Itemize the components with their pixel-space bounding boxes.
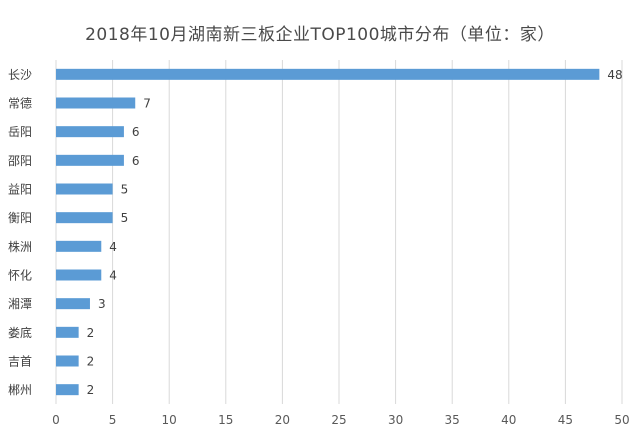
- category-label: 郴州: [8, 383, 32, 397]
- bar: [56, 240, 102, 252]
- data-label: 2: [87, 326, 95, 340]
- x-tick-labels: 0 5 10 15 20 25 30 35 40 45 50: [52, 413, 629, 427]
- x-tick-label: 10: [162, 413, 177, 427]
- data-label: 5: [121, 183, 129, 197]
- data-label: 2: [87, 383, 95, 397]
- category-label: 邵阳: [8, 154, 32, 168]
- bar: [56, 183, 113, 195]
- chart-title: 2018年10月湖南新三板企业TOP100城市分布（单位：家）: [85, 25, 555, 45]
- data-label: 5: [121, 211, 129, 225]
- x-tick-label: 5: [109, 413, 117, 427]
- data-label: 48: [607, 68, 622, 82]
- data-label: 7: [143, 97, 151, 111]
- bar: [56, 154, 124, 166]
- bar: [56, 97, 136, 109]
- category-label: 衡阳: [8, 211, 32, 225]
- data-label: 3: [98, 297, 106, 311]
- x-tick-label: 15: [218, 413, 233, 427]
- category-label: 娄底: [8, 325, 32, 340]
- x-tick-label: 0: [52, 413, 60, 427]
- category-label: 吉首: [8, 355, 32, 369]
- category-label: 常德: [8, 96, 32, 111]
- data-label: 6: [132, 154, 140, 168]
- bar: [56, 269, 102, 281]
- bar: [56, 68, 600, 80]
- bar: [56, 384, 79, 396]
- x-tick-label: 45: [558, 413, 573, 427]
- category-label: 岳阳: [8, 125, 32, 139]
- x-tick-label: 35: [445, 413, 460, 427]
- data-label: 6: [132, 125, 140, 139]
- x-tick-label: 20: [275, 413, 290, 427]
- category-label: 株洲: [8, 239, 32, 254]
- bar: [56, 298, 90, 310]
- x-tick-label: 40: [501, 413, 516, 427]
- bar: [56, 212, 113, 224]
- x-tick-label: 50: [614, 413, 629, 427]
- category-label: 益阳: [8, 183, 32, 197]
- x-tick-label: 25: [331, 413, 346, 427]
- bars: [56, 68, 600, 396]
- category-label: 湘潭: [8, 296, 32, 311]
- category-label: 长沙: [8, 68, 32, 82]
- x-tick-label: 30: [388, 413, 403, 427]
- data-label: 4: [109, 240, 117, 254]
- bar: [56, 355, 79, 367]
- grid-lines: [55, 60, 623, 404]
- category-label: 怀化: [8, 269, 32, 283]
- bar: [56, 326, 79, 338]
- data-label: 4: [109, 269, 117, 283]
- bar: [56, 126, 124, 138]
- data-label: 2: [87, 355, 95, 369]
